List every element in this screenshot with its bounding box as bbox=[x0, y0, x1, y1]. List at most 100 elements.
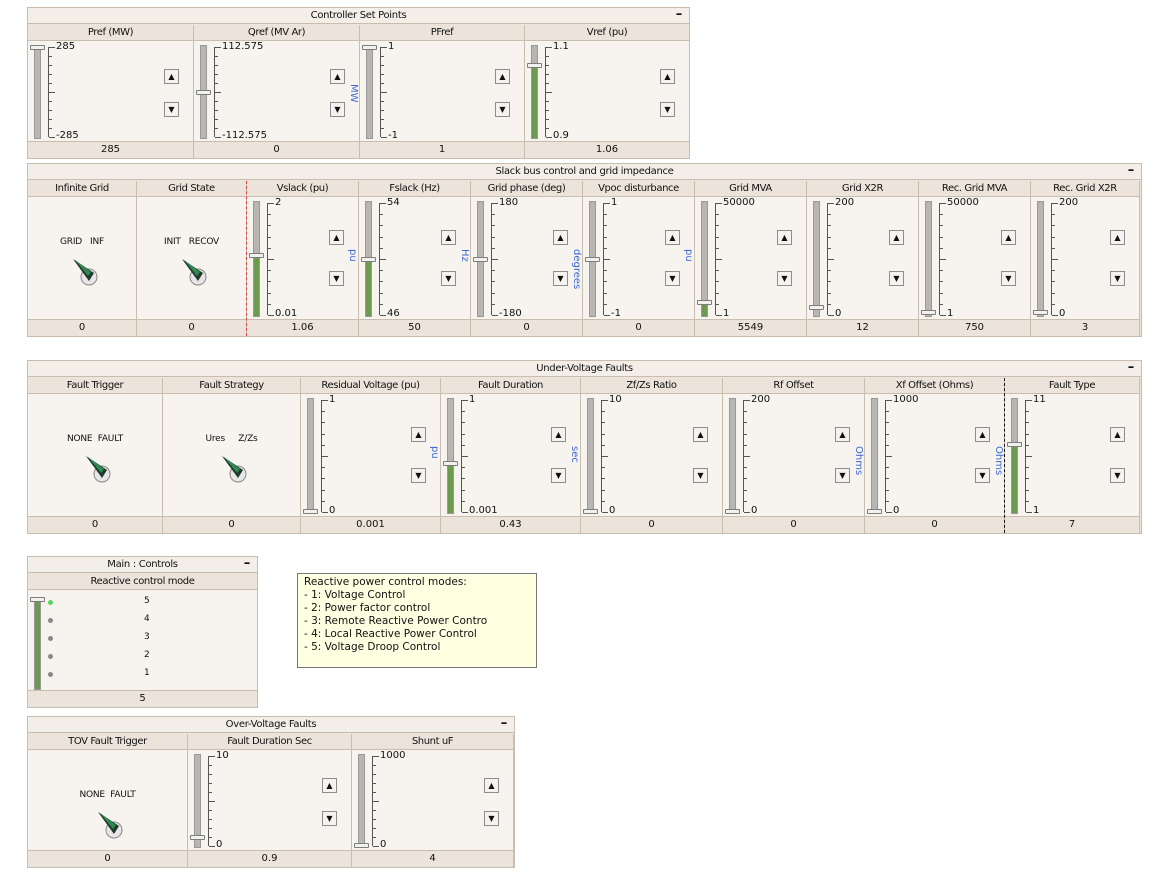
scale-tick bbox=[381, 137, 387, 138]
pfref-slider-thumb[interactable] bbox=[362, 45, 377, 50]
vpoc-disturbance-decrement-button[interactable]: ▼ bbox=[665, 271, 680, 286]
residual-voltage-pu-slider-thumb[interactable] bbox=[303, 509, 318, 514]
vslack-pu-slider[interactable] bbox=[253, 201, 260, 317]
grid-mva-decrement-button[interactable]: ▼ bbox=[777, 271, 792, 286]
reactive-mode-option[interactable]: 3 bbox=[44, 632, 224, 646]
rec-grid-mva-increment-button[interactable]: ▲ bbox=[1001, 230, 1016, 245]
vref-pu-decrement-button[interactable]: ▼ bbox=[660, 102, 675, 117]
grid-phase-deg-increment-button[interactable]: ▲ bbox=[553, 230, 568, 245]
rec-grid-mva-slider-thumb[interactable] bbox=[921, 309, 936, 315]
slider-scale bbox=[885, 400, 892, 513]
fault-duration-slider[interactable] bbox=[447, 398, 454, 514]
scale-tick bbox=[209, 828, 212, 829]
fault-duration-sec-increment-button[interactable]: ▲ bbox=[322, 778, 337, 793]
reactive-mode-option[interactable]: 2 bbox=[44, 650, 224, 664]
qref-mv-ar-increment-button[interactable]: ▲ bbox=[330, 69, 345, 84]
minimize-button[interactable]: – bbox=[500, 716, 508, 731]
shunt-uf-slider-thumb[interactable] bbox=[354, 843, 369, 848]
vref-pu-slider[interactable] bbox=[531, 45, 538, 139]
xf-offset-ohms-slider-thumb[interactable] bbox=[867, 509, 882, 514]
fault-duration-sec-slider[interactable] bbox=[194, 754, 201, 848]
qref-mv-ar-decrement-button[interactable]: ▼ bbox=[330, 102, 345, 117]
rf-offset-slider-thumb[interactable] bbox=[725, 509, 740, 514]
fault-duration-slider-thumb[interactable] bbox=[443, 461, 458, 467]
zf-zs-ratio-decrement-button[interactable]: ▼ bbox=[693, 468, 708, 483]
vref-pu-slider-thumb[interactable] bbox=[527, 62, 542, 68]
rec-grid-x2r-increment-button[interactable]: ▲ bbox=[1110, 230, 1125, 245]
fslack-hz-decrement-button[interactable]: ▼ bbox=[441, 271, 456, 286]
minimize-button[interactable]: – bbox=[1127, 360, 1135, 375]
pref-mw-slider-thumb[interactable] bbox=[30, 45, 45, 50]
grid-x2r-increment-button[interactable]: ▲ bbox=[889, 230, 904, 245]
fault-type-slider-thumb[interactable] bbox=[1007, 442, 1022, 448]
reactive-mode-option[interactable]: 1 bbox=[44, 668, 224, 682]
rotary-switch-knob-icon[interactable] bbox=[67, 253, 103, 289]
vslack-pu-increment-button[interactable]: ▲ bbox=[329, 230, 344, 245]
pfref-slider[interactable] bbox=[366, 45, 373, 139]
rec-grid-x2r-slider-thumb[interactable] bbox=[1033, 309, 1048, 315]
xf-offset-ohms-decrement-button[interactable]: ▼ bbox=[975, 468, 990, 483]
residual-voltage-pu-decrement-button[interactable]: ▼ bbox=[411, 468, 426, 483]
grid-mva-slider[interactable] bbox=[701, 201, 708, 317]
pref-mw-slider[interactable] bbox=[34, 45, 41, 139]
slider-thumb[interactable] bbox=[30, 597, 45, 602]
pfref-increment-button[interactable]: ▲ bbox=[495, 69, 510, 84]
minimize-button[interactable]: – bbox=[1127, 163, 1135, 178]
grid-x2r-slider-thumb[interactable] bbox=[809, 305, 824, 311]
rec-grid-mva-decrement-button[interactable]: ▼ bbox=[1001, 271, 1016, 286]
grid-mva-increment-button[interactable]: ▲ bbox=[777, 230, 792, 245]
shunt-uf-decrement-button[interactable]: ▼ bbox=[484, 811, 499, 826]
rf-offset-increment-button[interactable]: ▲ bbox=[835, 427, 850, 442]
minimize-button[interactable]: – bbox=[675, 7, 683, 22]
grid-x2r-decrement-button[interactable]: ▼ bbox=[889, 271, 904, 286]
minimize-button[interactable]: – bbox=[243, 556, 251, 571]
rec-grid-x2r-decrement-button[interactable]: ▼ bbox=[1110, 271, 1125, 286]
cell-body: 1 -1 ▲ ▼ bbox=[360, 41, 524, 141]
zf-zs-ratio-slider[interactable] bbox=[587, 398, 594, 514]
reactive-mode-option[interactable]: 4 bbox=[44, 614, 224, 628]
fault-duration-sec-slider-thumb[interactable] bbox=[190, 834, 205, 840]
shunt-uf-increment-button[interactable]: ▲ bbox=[484, 778, 499, 793]
grid-phase-deg-decrement-button[interactable]: ▼ bbox=[553, 271, 568, 286]
fault-type-decrement-button[interactable]: ▼ bbox=[1110, 468, 1125, 483]
vref-pu-increment-button[interactable]: ▲ bbox=[660, 69, 675, 84]
reactive-mode-slider[interactable] bbox=[34, 598, 41, 690]
grid-x2r-slider[interactable] bbox=[813, 201, 820, 317]
rec-grid-mva-slider[interactable] bbox=[925, 201, 932, 317]
rotary-switch-knob-icon[interactable] bbox=[176, 253, 212, 289]
fault-type-slider[interactable] bbox=[1011, 398, 1018, 514]
fault-type-increment-button[interactable]: ▲ bbox=[1110, 427, 1125, 442]
residual-voltage-pu-increment-button[interactable]: ▲ bbox=[411, 427, 426, 442]
fslack-hz-slider-thumb[interactable] bbox=[361, 256, 376, 262]
xf-offset-ohms-increment-button[interactable]: ▲ bbox=[975, 427, 990, 442]
rotary-switch-knob-icon[interactable] bbox=[216, 450, 252, 486]
vslack-pu-slider-thumb[interactable] bbox=[249, 253, 264, 259]
reactive-mode-option[interactable]: 5 bbox=[44, 596, 224, 610]
fault-duration-increment-button[interactable]: ▲ bbox=[551, 427, 566, 442]
fault-duration-sec-decrement-button[interactable]: ▼ bbox=[322, 811, 337, 826]
rf-offset-slider[interactable] bbox=[729, 398, 736, 514]
qref-mv-ar-slider-thumb[interactable] bbox=[196, 89, 211, 95]
vpoc-disturbance-min-label: -1 bbox=[611, 308, 621, 319]
pref-mw-decrement-button[interactable]: ▼ bbox=[164, 102, 179, 117]
vslack-pu-unit-label: pu bbox=[347, 249, 358, 262]
rotary-switch-knob-icon[interactable] bbox=[92, 806, 128, 842]
residual-voltage-pu-slider[interactable] bbox=[307, 398, 314, 514]
shunt-uf-slider[interactable] bbox=[358, 754, 365, 848]
rf-offset-decrement-button[interactable]: ▼ bbox=[835, 468, 850, 483]
grid-mva-slider-thumb[interactable] bbox=[697, 299, 712, 305]
fault-duration-decrement-button[interactable]: ▼ bbox=[551, 468, 566, 483]
rotary-switch-knob-icon[interactable] bbox=[80, 450, 116, 486]
zf-zs-ratio-increment-button[interactable]: ▲ bbox=[693, 427, 708, 442]
vslack-pu-decrement-button[interactable]: ▼ bbox=[329, 271, 344, 286]
rec-grid-x2r-slider[interactable] bbox=[1037, 201, 1044, 317]
vpoc-disturbance-increment-button[interactable]: ▲ bbox=[665, 230, 680, 245]
pref-mw-increment-button[interactable]: ▲ bbox=[164, 69, 179, 84]
fslack-hz-increment-button[interactable]: ▲ bbox=[441, 230, 456, 245]
zf-zs-ratio-slider-thumb[interactable] bbox=[583, 509, 598, 514]
xf-offset-ohms-slider[interactable] bbox=[871, 398, 878, 514]
pfref-decrement-button[interactable]: ▼ bbox=[495, 102, 510, 117]
grid-phase-deg-slider-thumb[interactable] bbox=[473, 256, 488, 262]
vpoc-disturbance-slider-thumb[interactable] bbox=[585, 256, 600, 262]
scale-tick bbox=[209, 756, 215, 757]
